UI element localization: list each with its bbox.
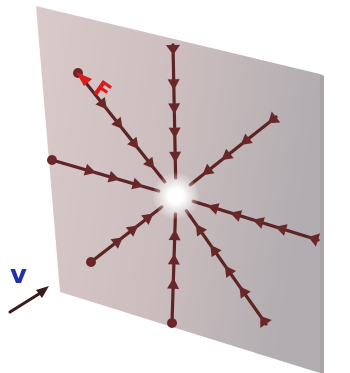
plate-edge [320,74,324,373]
field-line-end-cap [47,155,57,165]
field-line-end-cap [86,257,96,267]
velocity-label: v [10,260,27,290]
point-charge [169,189,183,203]
field-line-end-cap [167,318,177,328]
velocity-group: v [10,260,49,312]
velocity-arrow [10,292,42,312]
